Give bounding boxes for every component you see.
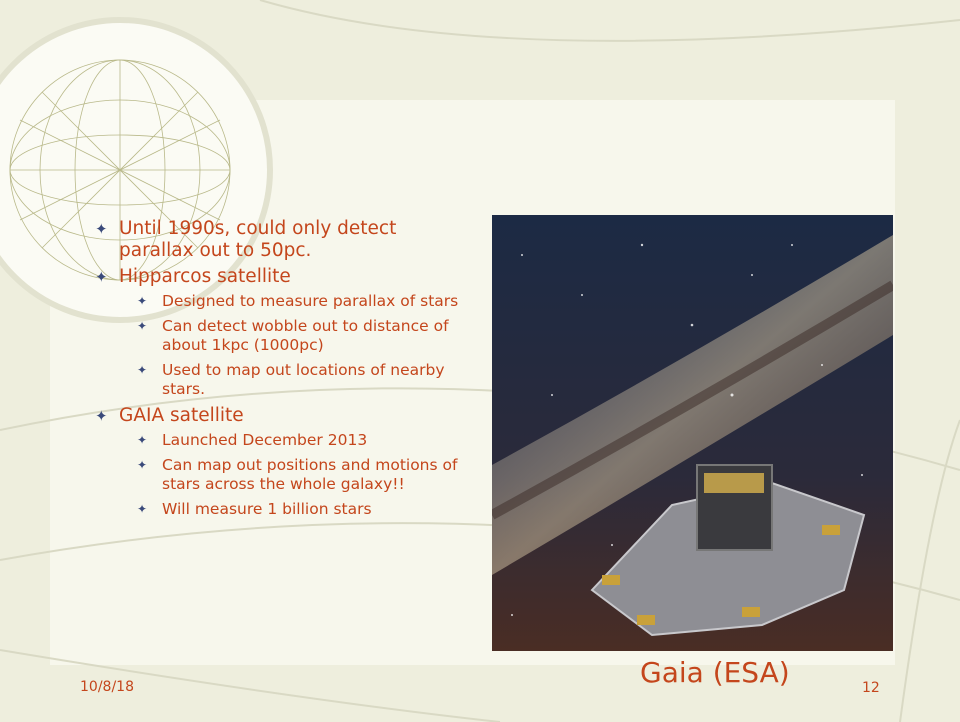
slide: Until 1990s, could only detect parallax … xyxy=(0,0,960,722)
bullet: Until 1990s, could only detect parallax … xyxy=(95,218,475,262)
image-caption: Gaia (ESA) xyxy=(640,656,790,689)
sub-bullet: Launched December 2013 xyxy=(137,431,475,450)
sub-bullet: Can map out positions and motions of sta… xyxy=(137,456,475,494)
bullet: Hipparcos satellite Designed to measure p… xyxy=(95,266,475,399)
bullet-list: Until 1990s, could only detect parallax … xyxy=(95,218,475,525)
sub-bullet: Used to map out locations of nearby star… xyxy=(137,361,475,399)
sub-list: Launched December 2013 Can map out positi… xyxy=(137,431,475,519)
sub-bullet: Can detect wobble out to distance of abo… xyxy=(137,317,475,355)
sub-list: Designed to measure parallax of stars Can… xyxy=(137,292,475,399)
bullet-text: GAIA satellite xyxy=(119,405,244,426)
sub-bullet: Will measure 1 billion stars xyxy=(137,500,475,519)
bullet: GAIA satellite Launched December 2013 Can … xyxy=(95,405,475,519)
sub-bullet: Designed to measure parallax of stars xyxy=(137,292,475,311)
page-number: 12 xyxy=(862,680,880,696)
bullet-text: Hipparcos satellite xyxy=(119,266,291,287)
bullet-text: Until 1990s, could only detect parallax … xyxy=(119,218,396,261)
gaia-image xyxy=(492,215,893,651)
footer-date: 10/8/18 xyxy=(80,679,134,695)
